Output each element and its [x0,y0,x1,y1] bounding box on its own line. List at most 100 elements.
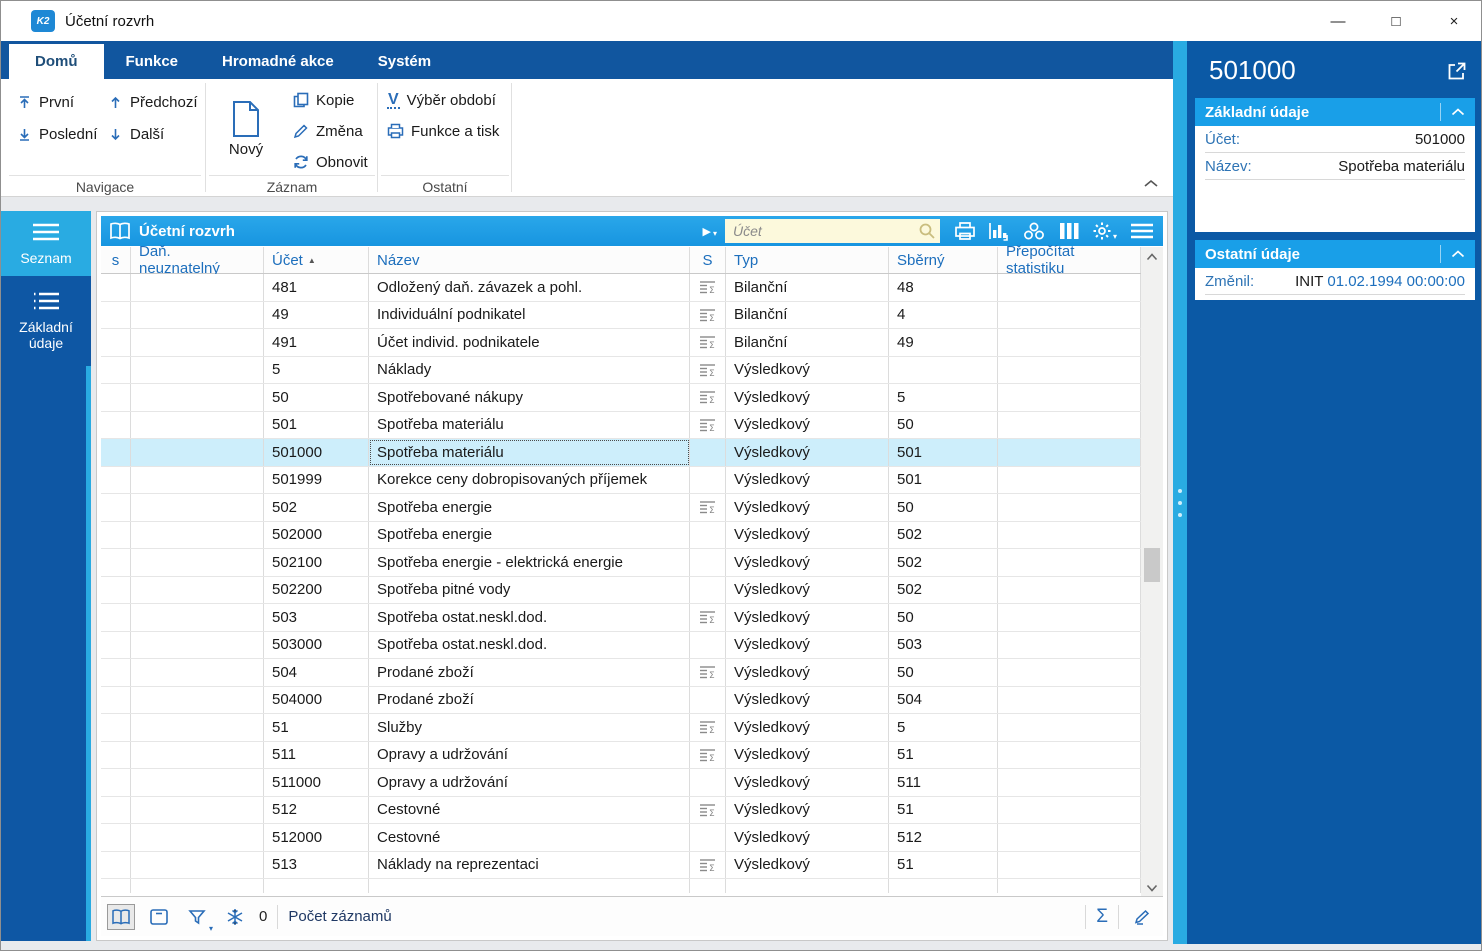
period-select-button[interactable]: V Výběr období [387,90,496,109]
group-label-zaznam: Záznam [209,175,375,195]
tab-system[interactable]: Systém [377,53,432,70]
collapse-ribbon-button[interactable] [1143,179,1159,188]
cell-sum: Σ [690,329,726,356]
record-count-label[interactable]: Počet záznamů [288,908,392,925]
table-row[interactable]: 502100 Spotřeba energie - elektrická ene… [101,549,1163,577]
sidebar-item-seznam[interactable]: Seznam [1,211,91,276]
cell-nazev: Korekce ceny dobropisovaných příjemek [369,466,690,493]
cell-sberny: 503 [889,631,998,658]
table-row[interactable]: 49 Individuální podnikatel Σ Bilanční 4 [101,301,1163,329]
cell-s [101,714,131,741]
cell-ucet: 501 [264,411,369,438]
change-button[interactable]: Změna [289,118,372,144]
new-button[interactable]: Nový [217,85,275,173]
columns-icon[interactable] [1058,221,1080,241]
table-row[interactable]: 504 Prodané zboží Σ Výsledkový 50 [101,659,1163,687]
cell-dan-neuznatelny [131,741,264,768]
table-row[interactable]: 501 Spotřeba materiálu Σ Výsledkový 50 [101,411,1163,439]
collapse-section-button[interactable] [1440,103,1465,121]
sum-sigma-button[interactable]: Σ [1096,905,1108,927]
table-row[interactable]: 503 Spotřeba ostat.neskl.dod. Σ Výsledko… [101,604,1163,632]
column-header-s[interactable]: s [101,247,131,273]
cell-sum: Σ [690,851,726,878]
filter-button[interactable]: ▾ [183,904,213,933]
column-header-prepocitat-statistiku[interactable]: Přepočítat statistiku [998,243,1141,277]
table-row[interactable]: 502200 Spotřeba pitné vody Σ Výsledkový … [101,576,1163,604]
tab-funkce[interactable]: Funkce [125,53,179,70]
table-row[interactable]: 512000 Cestovné Σ Výsledkový 512 [101,824,1163,852]
table-row[interactable]: 503000 Spotřeba ostat.neskl.dod. Σ Výsle… [101,631,1163,659]
sum-list-icon: Σ [699,858,716,872]
close-button[interactable]: × [1449,12,1459,30]
next-button[interactable]: Další [104,121,202,147]
copy-button[interactable]: Kopie [289,87,372,113]
maximize-button[interactable]: □ [1391,12,1401,30]
panel-splitter[interactable] [1173,41,1187,946]
cell-s [101,741,131,768]
table-row[interactable]: 501999 Korekce ceny dobropisovaných příj… [101,466,1163,494]
other-data-card-header[interactable]: Ostatní údaje [1195,240,1475,268]
open-in-window-icon[interactable] [1447,61,1467,81]
sidebar-item-zakladni-udaje[interactable]: Základní údaje [1,276,91,366]
functions-print-button[interactable]: Funkce a tisk [383,118,503,144]
archive-button[interactable] [145,904,173,930]
basic-data-card-header[interactable]: Základní údaje [1195,98,1475,126]
book-view-button[interactable] [107,903,135,930]
cell-nazev: Náklady [369,356,690,383]
table-row[interactable]: 513 Náklady na reprezentaci Σ Výsledkový… [101,851,1163,879]
tab-domu[interactable]: Domů [9,44,104,79]
menu-icon[interactable] [1129,221,1155,241]
table-row[interactable]: 511 Opravy a udržování Σ Výsledkový 51 [101,741,1163,769]
scrollbar-thumb[interactable] [1144,548,1160,583]
table-row[interactable]: 50 Spotřebované nákupy Σ Výsledkový 5 [101,384,1163,412]
quick-filter-toggle[interactable]: ▶ ▾ [703,225,717,238]
column-header-sum[interactable]: S [690,247,726,273]
edit-pencil-button[interactable] [1129,904,1157,930]
table-row[interactable]: 512 Cestovné Σ Výsledkový 51 [101,796,1163,824]
ribbon-separator [377,83,378,192]
minimize-button[interactable]: — [1330,12,1346,30]
related-records-icon[interactable] [1022,221,1046,241]
table-row[interactable]: 501000 Spotřeba materiálu Σ Výsledkový 5… [101,439,1163,467]
scroll-down-button[interactable] [1141,878,1163,898]
table-row[interactable]: 491 Účet individ. podnikatele Σ Bilanční… [101,329,1163,357]
svg-text:Σ: Σ [709,726,715,734]
chart-icon[interactable] [988,221,1010,241]
last-button[interactable]: Poslední [13,121,101,147]
table-row[interactable]: 481 Odložený daň. závazek a pohl. Σ Bila… [101,274,1163,302]
column-header-sberny[interactable]: Sběrný [889,247,998,273]
cell-typ: Výsledkový [726,439,889,466]
changed-user: INIT [1295,272,1324,290]
first-button[interactable]: První [13,89,101,115]
column-header-nazev[interactable]: Název [369,247,690,273]
cell-sum: Σ [690,356,726,383]
table-row[interactable]: 5 Náklady Σ Výsledkový [101,356,1163,384]
cell-dan-neuznatelny [131,549,264,576]
sum-list-icon: Σ [699,748,716,762]
settings-gear-icon[interactable]: ▾ [1092,221,1117,241]
search-input[interactable] [724,219,940,243]
window-title: Účetní rozvrh [65,12,155,30]
table-row[interactable]: 504000 Prodané zboží Σ Výsledkový 504 [101,686,1163,714]
cell-ucet: 511 [264,741,369,768]
table-row[interactable]: 502000 Spotřeba energie Σ Výsledkový 502 [101,521,1163,549]
previous-button[interactable]: Předchozí [104,89,202,115]
scrollbar-track[interactable] [1141,267,1163,878]
column-header-ucet[interactable]: Účet ▲ [264,247,369,273]
print-icon[interactable] [954,221,976,241]
cell-sum: Σ [690,659,726,686]
tab-hromadne-akce[interactable]: Hromadné akce [222,53,334,70]
column-header-dan-neuznatelny[interactable]: Daň. neuznatelný [131,243,264,277]
other-data-card-body: Změnil: INIT 01.02.1994 00:00:00 [1195,268,1475,300]
snowflake-icon[interactable] [221,904,249,930]
table-row[interactable]: 502 Spotřeba energie Σ Výsledkový 50 [101,494,1163,522]
scroll-up-button[interactable] [1141,247,1163,267]
table-row[interactable]: 51 Služby Σ Výsledkový 5 [101,714,1163,742]
vertical-scrollbar[interactable] [1141,247,1163,898]
table-row[interactable]: 511000 Opravy a udržování Σ Výsledkový 5… [101,769,1163,797]
collapse-section-button[interactable] [1440,245,1465,263]
refresh-button[interactable]: Obnovit [289,149,372,175]
column-header-typ[interactable]: Typ [726,247,889,273]
ribbon-group-navigace: První Poslední Předchozí Další Navigace [9,79,201,197]
cell-typ: Výsledkový [726,659,889,686]
